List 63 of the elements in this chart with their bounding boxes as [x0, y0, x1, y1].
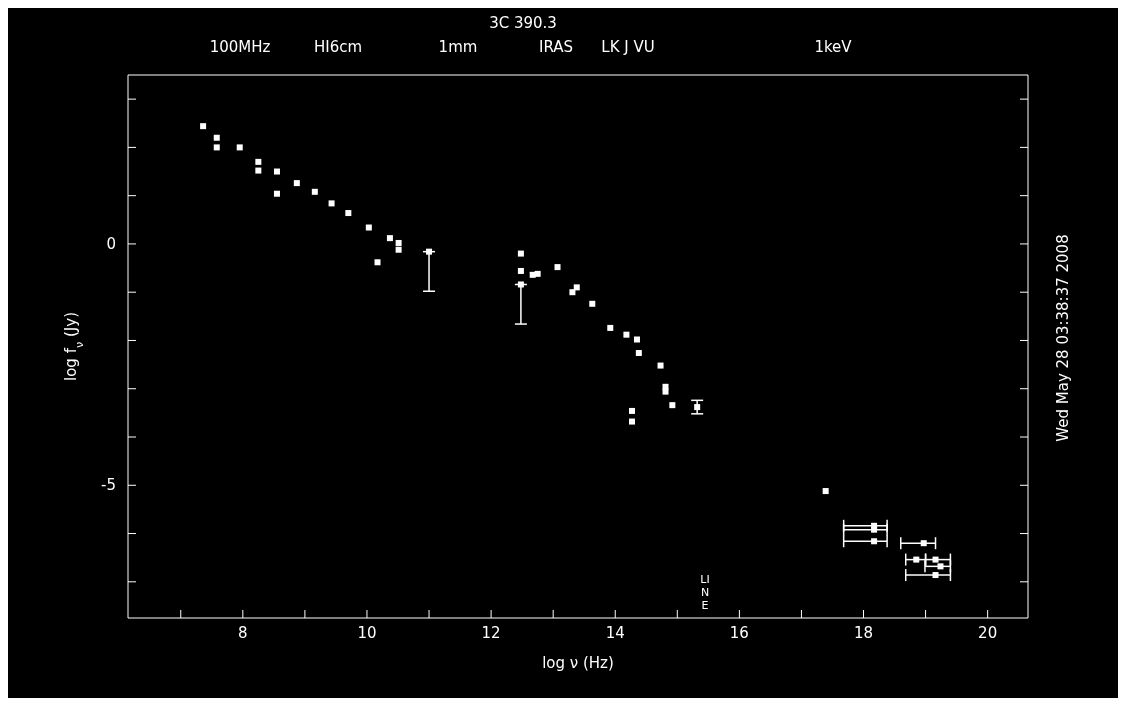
x-axis-title: log ν (Hz) [542, 654, 614, 672]
point [273, 168, 280, 175]
point [623, 331, 630, 338]
point [932, 572, 939, 579]
point [920, 540, 927, 547]
point [633, 336, 640, 343]
point [822, 488, 829, 495]
point [213, 134, 220, 141]
point [589, 300, 596, 307]
point [365, 224, 372, 231]
chart-title: 3C 390.3 [488, 14, 558, 32]
text: HI6cm [313, 38, 363, 56]
x-tick-label: 10 [357, 624, 377, 642]
text: IRAS [538, 38, 574, 56]
annotation: LINE [700, 573, 710, 612]
point [657, 362, 664, 369]
point [255, 158, 262, 165]
point [311, 188, 318, 195]
point [236, 144, 243, 151]
point [345, 210, 352, 217]
point [328, 200, 335, 207]
point [426, 248, 433, 255]
point [913, 556, 920, 563]
point [517, 267, 524, 274]
point [694, 404, 701, 411]
point [554, 264, 561, 271]
point [871, 538, 878, 545]
point [200, 123, 207, 130]
x-tick-label: 12 [481, 624, 501, 642]
point [517, 250, 524, 257]
point [273, 190, 280, 197]
point [629, 418, 635, 425]
text: 1keV [814, 38, 852, 56]
point [534, 270, 541, 277]
point [607, 324, 614, 331]
point [669, 402, 676, 409]
point [937, 563, 944, 570]
point [629, 407, 635, 414]
point [573, 284, 580, 291]
point [255, 167, 262, 174]
text: 1mm [438, 38, 478, 56]
point [386, 235, 393, 242]
point [635, 350, 642, 357]
x-tick-label: 20 [978, 624, 998, 642]
point [871, 526, 878, 533]
y-tick-label: 0 [106, 234, 116, 253]
text: LK J VU [601, 38, 655, 56]
point [932, 556, 939, 563]
point [374, 259, 381, 266]
x-tick-label: 18 [853, 624, 874, 642]
point [517, 281, 524, 288]
point [395, 246, 402, 253]
point [569, 289, 576, 296]
point [213, 144, 220, 151]
x-tick-label: 16 [729, 624, 749, 642]
text: Wed May 28 03:38:37 2008 [1054, 234, 1072, 442]
y-tick-label: -5 [101, 476, 116, 495]
point [293, 180, 300, 187]
text: 100MHz [209, 38, 271, 56]
point [395, 239, 402, 246]
x-tick-label: 8 [238, 624, 248, 642]
point [662, 388, 669, 395]
x-tick-label: 14 [605, 624, 625, 642]
